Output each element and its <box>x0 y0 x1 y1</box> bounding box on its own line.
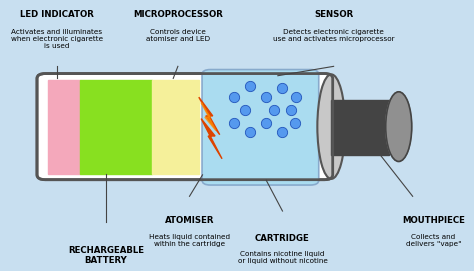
Text: Collects and
delivers "vape": Collects and delivers "vape" <box>406 234 461 247</box>
Bar <box>152 80 199 173</box>
Point <box>270 108 278 112</box>
Point <box>246 84 254 89</box>
Text: Detects electronic cigarette
use and activates microprocessor: Detects electronic cigarette use and act… <box>273 29 394 42</box>
Bar <box>48 80 80 173</box>
Text: MICROPROCESSOR: MICROPROCESSOR <box>133 10 223 19</box>
Text: MOUTHPIECE: MOUTHPIECE <box>402 216 465 225</box>
Point <box>263 120 270 125</box>
Text: ATOMISER: ATOMISER <box>165 216 214 225</box>
Point <box>287 108 295 112</box>
Polygon shape <box>201 119 222 159</box>
Point <box>246 130 254 134</box>
Text: Controls device
atomiser and LED: Controls device atomiser and LED <box>146 29 210 42</box>
Ellipse shape <box>386 92 412 162</box>
Polygon shape <box>201 102 216 131</box>
Point <box>230 95 237 99</box>
Text: RECHARGEABLE
BATTERY: RECHARGEABLE BATTERY <box>68 246 144 265</box>
Point <box>263 95 270 99</box>
Polygon shape <box>199 97 220 135</box>
Text: Contains nicotine liquid
or liquid without nicotine: Contains nicotine liquid or liquid witho… <box>237 251 328 264</box>
Text: LED INDICATOR: LED INDICATOR <box>20 10 94 19</box>
Point <box>241 108 249 112</box>
Point <box>292 95 300 99</box>
Text: SENSOR: SENSOR <box>314 10 353 19</box>
Text: CARTRIDGE: CARTRIDGE <box>255 234 310 243</box>
Text: Activates and illuminates
when electronic cigarette
is used: Activates and illuminates when electroni… <box>11 29 103 49</box>
Bar <box>331 100 390 155</box>
Point <box>230 120 237 125</box>
FancyBboxPatch shape <box>202 70 319 185</box>
Point <box>279 130 286 134</box>
Point <box>292 120 299 125</box>
FancyBboxPatch shape <box>37 73 333 180</box>
Point <box>279 86 286 90</box>
Text: Heats liquid contained
within the cartridge: Heats liquid contained within the cartri… <box>149 234 230 247</box>
Ellipse shape <box>318 74 345 179</box>
Bar <box>80 80 152 173</box>
